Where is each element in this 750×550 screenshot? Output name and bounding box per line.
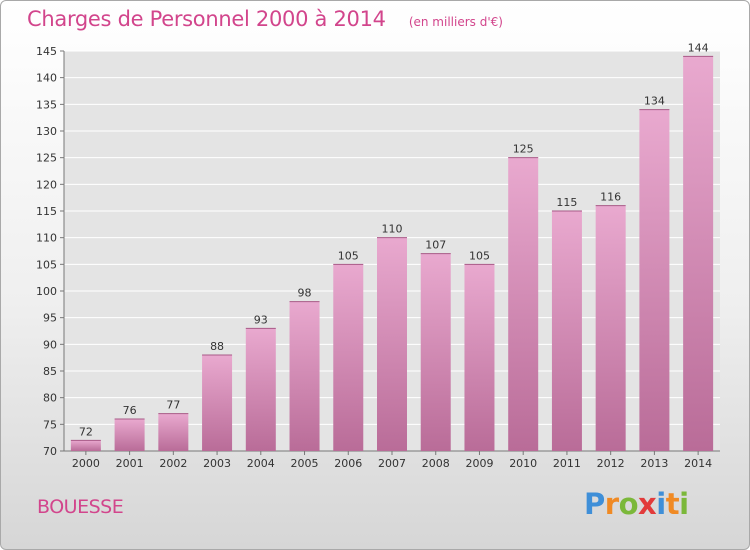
- chart-title: Charges de Personnel 2000 à 2014: [27, 7, 386, 31]
- logo-letter: i: [679, 487, 689, 521]
- y-tick-label: 130: [36, 125, 57, 138]
- y-tick-label: 70: [43, 445, 57, 458]
- bar: [420, 253, 451, 451]
- y-tick-label: 115: [36, 205, 57, 218]
- data-label: 116: [600, 191, 621, 204]
- bar: [508, 157, 539, 451]
- bar: [202, 355, 233, 451]
- y-tick-label: 85: [43, 365, 57, 378]
- bar: [464, 264, 495, 451]
- x-tick-label: 2003: [203, 457, 231, 470]
- chart-subtitle: (en milliers d'€): [408, 15, 503, 29]
- y-tick-label: 80: [43, 392, 57, 405]
- y-tick-label: 75: [43, 418, 57, 431]
- data-label: 93: [254, 313, 268, 326]
- y-tick-label: 135: [36, 98, 57, 111]
- x-tick-label: 2002: [159, 457, 187, 470]
- x-tick-label: 2007: [378, 457, 406, 470]
- x-tick-label: 2010: [509, 457, 537, 470]
- data-label: 115: [556, 196, 577, 209]
- data-label: 98: [298, 287, 312, 300]
- x-tick-label: 2011: [553, 457, 581, 470]
- y-tick-label: 100: [36, 285, 57, 298]
- bar: [595, 205, 626, 451]
- data-label: 105: [469, 249, 490, 262]
- data-label: 134: [644, 95, 665, 108]
- y-tick-label: 90: [43, 338, 57, 351]
- y-tick-label: 120: [36, 178, 57, 191]
- y-tick-label: 110: [36, 232, 57, 245]
- logo-letter: r: [604, 487, 619, 521]
- x-tick-label: 2001: [116, 457, 144, 470]
- logo-letter: x: [638, 487, 657, 521]
- y-tick-label: 125: [36, 152, 57, 165]
- logo-letter: P: [584, 487, 605, 521]
- y-tick-label: 140: [36, 72, 57, 85]
- bar: [639, 109, 670, 452]
- y-tick-label: 145: [36, 45, 57, 58]
- commune-name: BOUESSE: [37, 496, 124, 518]
- data-label: 107: [425, 239, 446, 252]
- y-tick-label: 105: [36, 258, 57, 271]
- x-tick-label: 2004: [247, 457, 275, 470]
- x-tick-label: 2006: [334, 457, 362, 470]
- logo-letter: t: [665, 487, 680, 521]
- data-label: 77: [166, 399, 180, 412]
- x-tick-label: 2014: [684, 457, 712, 470]
- y-tick-label: 95: [43, 312, 57, 325]
- title-row: Charges de Personnel 2000 à 2014 (en mil…: [27, 7, 503, 31]
- x-tick-label: 2000: [72, 457, 100, 470]
- data-label: 76: [123, 404, 137, 417]
- bar: [70, 440, 101, 451]
- bar: [114, 419, 145, 451]
- x-tick-label: 2012: [597, 457, 625, 470]
- bar: [245, 328, 276, 451]
- data-label: 144: [688, 41, 709, 54]
- bar: [289, 301, 320, 451]
- x-tick-label: 2005: [291, 457, 319, 470]
- bar: [683, 56, 714, 451]
- data-label: 88: [210, 340, 224, 353]
- bar: [158, 413, 189, 451]
- proxiti-logo: Proxiti: [584, 487, 689, 521]
- data-label: 125: [513, 143, 534, 156]
- bar: [377, 237, 407, 451]
- logo-letter: i: [656, 487, 666, 521]
- data-label: 72: [79, 425, 93, 438]
- x-tick-label: 2009: [465, 457, 493, 470]
- x-tick-label: 2008: [422, 457, 450, 470]
- data-label: 110: [382, 223, 403, 236]
- bar: [333, 264, 364, 451]
- x-tick-label: 2013: [640, 457, 668, 470]
- data-label: 105: [338, 249, 359, 262]
- logo-letter: o: [618, 487, 639, 521]
- bar: [551, 211, 582, 451]
